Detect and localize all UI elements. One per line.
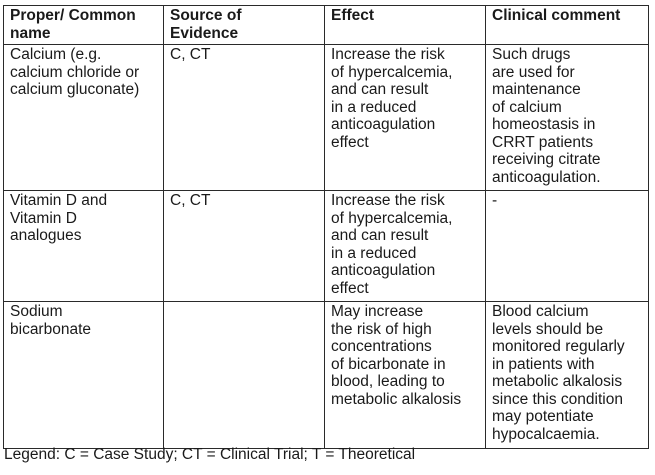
header-effect: Effect xyxy=(324,5,486,45)
row-effect: Increase the risk of hypercalcemia, and … xyxy=(324,44,486,191)
row-source: C, CT xyxy=(163,44,325,191)
row-name: Calcium (e.g. calcium chloride or calciu… xyxy=(3,44,164,191)
row-source xyxy=(163,301,325,449)
table-row: Calcium (e.g. calcium chloride or calciu… xyxy=(3,44,649,191)
table-legend: Legend: C = Case Study; CT = Clinical Tr… xyxy=(4,446,416,463)
header-name: Proper/ Common name xyxy=(3,5,164,45)
header-clinical-comment: Clinical comment xyxy=(485,5,649,45)
table-header-row: Proper/ Common name Source of Evidence E… xyxy=(3,5,649,45)
row-comment: Such drugs are used for maintenance of c… xyxy=(485,44,649,191)
row-name: Vitamin D and Vitamin D analogues xyxy=(3,190,164,302)
row-effect: Increase the risk of hypercalcemia, and … xyxy=(324,190,486,302)
row-name: Sodium bicarbonate xyxy=(3,301,164,449)
table-row: Vitamin D and Vitamin D analogues C, CT … xyxy=(3,190,649,302)
row-comment: Blood calcium levels should be monitored… xyxy=(485,301,649,449)
row-effect: May increase the risk of high concentrat… xyxy=(324,301,486,449)
drug-interaction-table: Proper/ Common name Source of Evidence E… xyxy=(3,5,649,449)
table-row: Sodium bicarbonate May increase the risk… xyxy=(3,301,649,449)
row-comment: - xyxy=(485,190,649,302)
row-source: C, CT xyxy=(163,190,325,302)
header-source: Source of Evidence xyxy=(163,5,325,45)
